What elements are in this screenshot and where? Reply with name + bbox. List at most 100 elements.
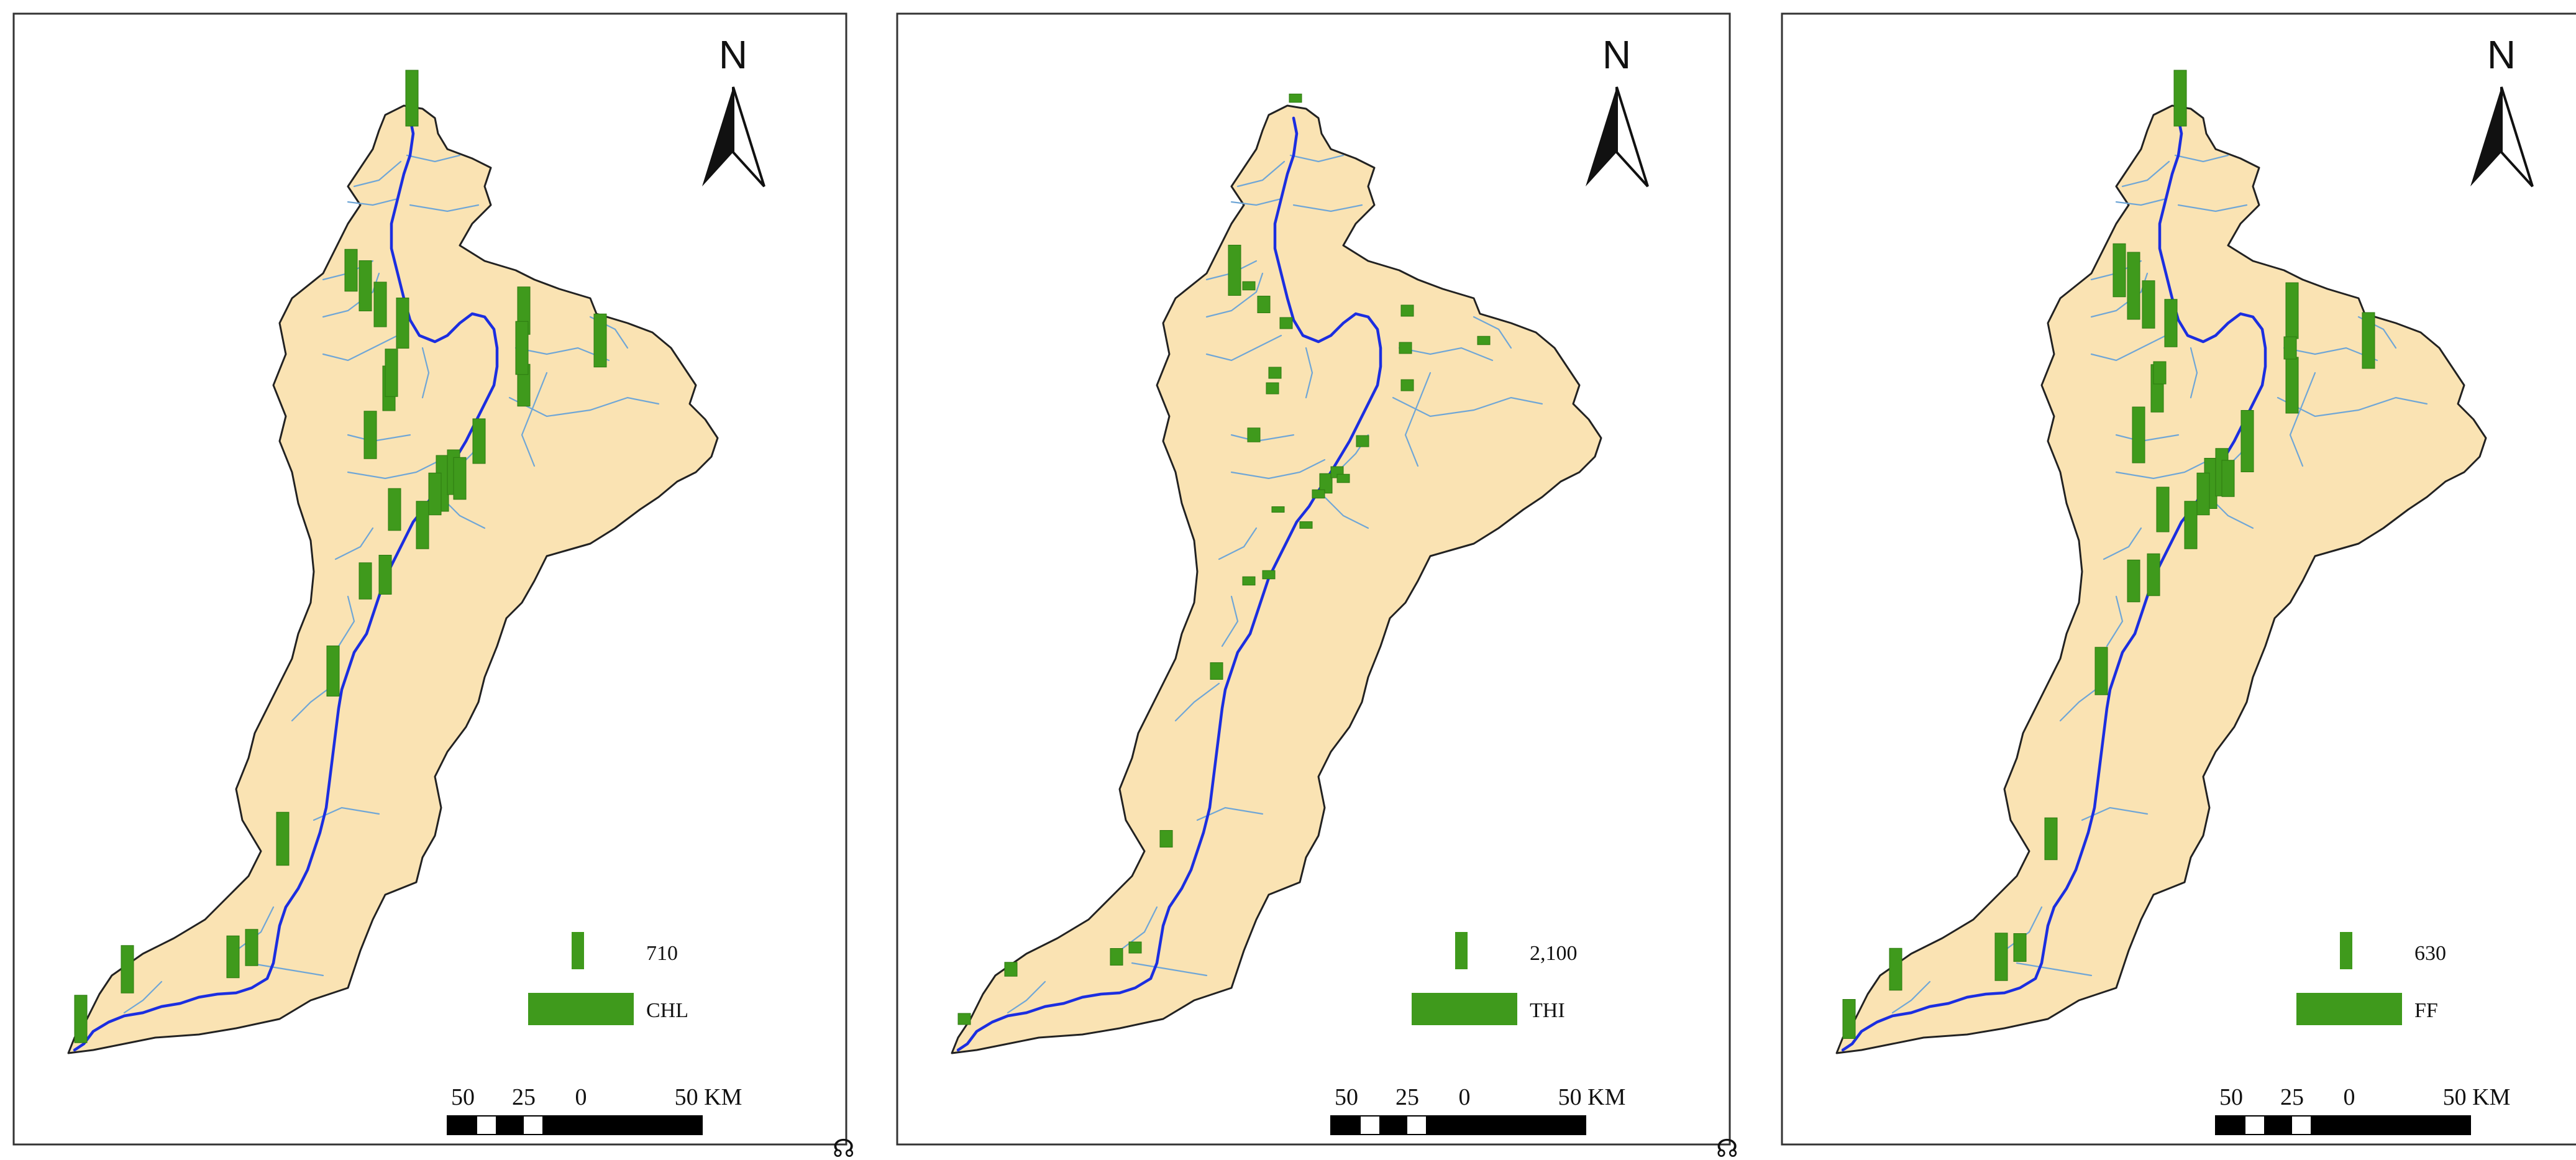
legend-value: 710 bbox=[646, 942, 678, 965]
scale-segment bbox=[2311, 1116, 2339, 1135]
station-bar bbox=[957, 1013, 971, 1025]
station-bar bbox=[1299, 521, 1313, 529]
station-bar bbox=[373, 281, 387, 327]
station-bar bbox=[1128, 941, 1142, 954]
station-bar bbox=[1271, 506, 1285, 513]
station-bar bbox=[2184, 501, 2198, 549]
map-panel-ff: N 630 FF 50 25 0 50 KM bbox=[1781, 12, 2576, 1146]
station-bar bbox=[1110, 948, 1123, 966]
legend-unit-bar bbox=[2340, 932, 2352, 969]
scale-segment bbox=[570, 1116, 702, 1135]
scale-segment bbox=[542, 1116, 570, 1135]
station-bar bbox=[1262, 570, 1276, 580]
station-bar bbox=[1159, 830, 1173, 847]
station-bar bbox=[344, 249, 358, 292]
legend-name: THI bbox=[1530, 999, 1565, 1022]
scale-label: 25 bbox=[512, 1084, 536, 1110]
legend-name-bar bbox=[528, 993, 634, 1025]
panel-marker: ☊ bbox=[833, 1135, 855, 1160]
legend-name-bar bbox=[2296, 993, 2402, 1025]
station-bar bbox=[2013, 933, 2027, 962]
map-panel-thi: N 2,100 THI 50 25 0 50 KM ☊ bbox=[896, 12, 1738, 1160]
station-bar bbox=[2127, 252, 2140, 320]
scale-label: 25 bbox=[2280, 1084, 2304, 1110]
legend-value: 630 bbox=[2414, 942, 2446, 965]
scale-label: 50 KM bbox=[675, 1084, 742, 1110]
north-arrow-left-icon bbox=[702, 87, 733, 186]
scale-bar: 50 25 0 50 KM bbox=[447, 1084, 742, 1135]
scale-segment bbox=[1331, 1116, 1361, 1135]
station-bar bbox=[359, 562, 372, 600]
north-label: N bbox=[2487, 32, 2516, 77]
station-bar bbox=[385, 349, 398, 397]
legend-name: CHL bbox=[646, 999, 688, 1022]
scale-label: 50 bbox=[2219, 1084, 2243, 1110]
station-bar bbox=[428, 472, 442, 516]
north-arrow-left-icon bbox=[2470, 87, 2501, 186]
station-bar bbox=[1242, 576, 1256, 586]
station-bar bbox=[593, 313, 607, 368]
station-bar bbox=[226, 935, 240, 979]
panel-marker: ☊ bbox=[1716, 1135, 1738, 1160]
station-bar bbox=[1266, 382, 1279, 395]
north-arrow-right-icon bbox=[2500, 86, 2534, 188]
station-bar bbox=[2147, 553, 2160, 596]
station-bar bbox=[2240, 410, 2254, 472]
legend-name-bar bbox=[1412, 993, 1517, 1025]
station-bar bbox=[326, 646, 340, 696]
scale-bar: 50 25 0 50 KM bbox=[1330, 1084, 1626, 1135]
scale-segment bbox=[2339, 1116, 2470, 1135]
station-bar bbox=[2153, 361, 2167, 385]
north-label: N bbox=[719, 32, 747, 77]
station-bar bbox=[2221, 460, 2235, 497]
station-bar bbox=[1336, 473, 1350, 483]
station-bar bbox=[2173, 70, 2187, 127]
legend-value: 2,100 bbox=[1530, 942, 1578, 965]
station-bar bbox=[1242, 281, 1256, 291]
north-label: N bbox=[1602, 32, 1631, 77]
station-bar bbox=[1279, 317, 1293, 329]
station-bar bbox=[1228, 245, 1241, 296]
north-arrow-right-icon bbox=[1615, 86, 1649, 188]
station-bar bbox=[378, 555, 392, 595]
scale-label: 50 KM bbox=[1558, 1084, 1626, 1110]
station-bar bbox=[1210, 662, 1223, 680]
station-bar bbox=[2127, 559, 2140, 603]
station-bars bbox=[74, 70, 607, 1043]
legend-unit-bar bbox=[572, 932, 584, 969]
station-bar bbox=[515, 321, 529, 375]
station-bar bbox=[1289, 93, 1302, 103]
station-bars bbox=[957, 93, 1491, 1025]
scale-label: 50 bbox=[451, 1084, 475, 1110]
scale-label: 25 bbox=[1395, 1084, 1419, 1110]
station-bar bbox=[2285, 282, 2299, 339]
station-bar bbox=[2094, 647, 2108, 695]
station-bar bbox=[74, 995, 88, 1043]
station-bar bbox=[1477, 336, 1491, 345]
station-bar bbox=[2112, 243, 2126, 298]
north-arrow: N bbox=[702, 32, 765, 188]
station-bar bbox=[1247, 427, 1261, 442]
legend: 710 CHL bbox=[528, 932, 688, 1025]
north-arrow: N bbox=[2470, 32, 2534, 188]
scale-segment bbox=[1454, 1116, 1586, 1135]
scale-label: 0 bbox=[575, 1084, 587, 1110]
station-bar bbox=[2283, 336, 2297, 360]
scale-bar: 50 25 0 50 KM bbox=[2215, 1084, 2510, 1135]
station-bar bbox=[276, 811, 290, 866]
north-arrow-right-icon bbox=[732, 86, 765, 188]
station-bar bbox=[388, 488, 401, 531]
station-bar bbox=[453, 457, 467, 500]
scale-segment bbox=[1379, 1116, 1407, 1135]
station-bar bbox=[2362, 312, 2375, 369]
station-bar bbox=[2164, 299, 2178, 347]
station-bar bbox=[121, 945, 134, 993]
station-bar bbox=[1842, 999, 1856, 1039]
station-bar bbox=[1399, 342, 1412, 354]
station-bar bbox=[1319, 473, 1333, 494]
station-bar bbox=[2196, 472, 2210, 516]
legend-unit-bar bbox=[1455, 932, 1468, 969]
station-bar bbox=[1400, 304, 1414, 317]
scale-segment bbox=[447, 1116, 477, 1135]
scale-segment bbox=[2264, 1116, 2292, 1135]
